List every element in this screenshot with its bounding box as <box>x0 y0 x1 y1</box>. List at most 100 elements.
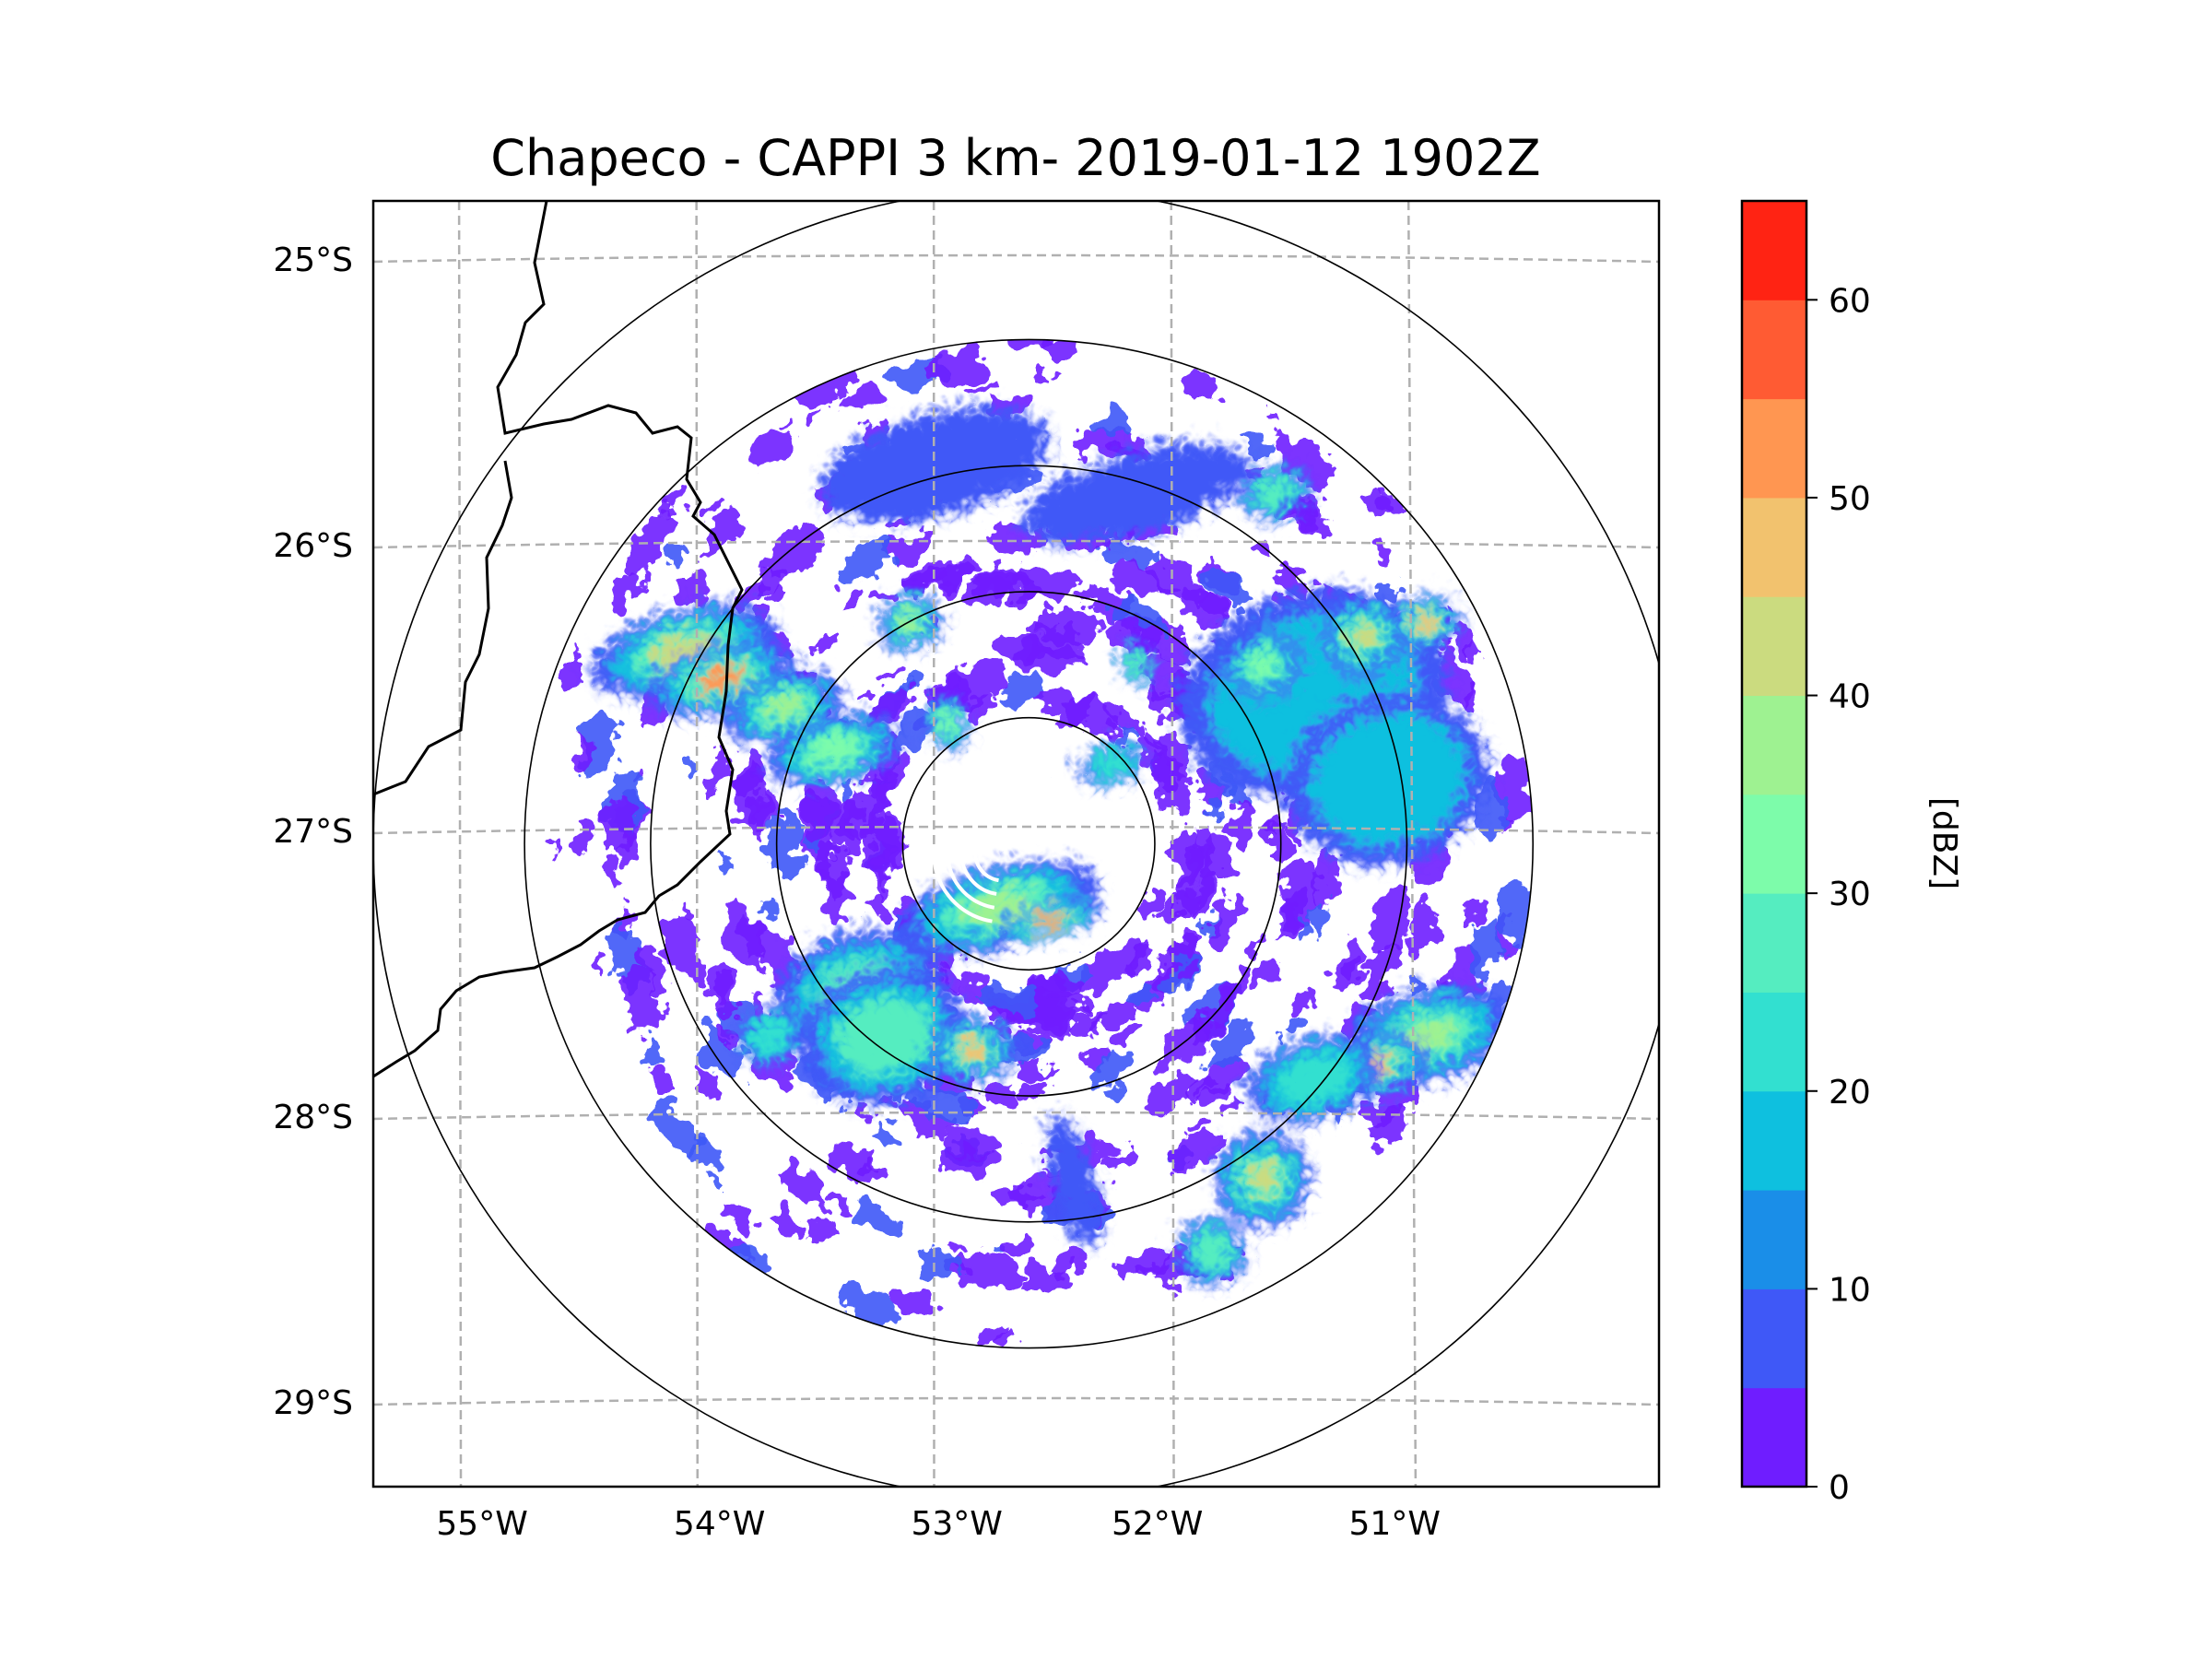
weak-echo-speck <box>664 914 705 985</box>
weak-echo-speck <box>693 1140 721 1170</box>
weak-echo-speck <box>1108 706 1143 737</box>
colorbar-segment <box>1742 893 1806 993</box>
weak-echo-speck <box>735 747 766 802</box>
weak-echo-speck <box>834 1195 855 1211</box>
weak-echo-speck <box>764 893 780 920</box>
weak-echo-speck <box>1284 496 1325 534</box>
weak-echo-speck <box>1144 888 1165 918</box>
weak-echo-speck <box>571 733 592 770</box>
weak-echo-speck <box>1181 959 1199 980</box>
weak-echo-speck <box>1129 945 1156 971</box>
echo-cell <box>1093 750 1116 766</box>
weak-echo-speck <box>1282 907 1297 932</box>
weak-echo-speck <box>603 853 623 892</box>
weak-echo-speck <box>1374 545 1393 566</box>
weak-echo-speck <box>682 756 693 776</box>
lat-tick-label: 27°S <box>273 813 353 851</box>
meridian-line <box>457 201 463 1487</box>
weak-echo-speck <box>947 1251 1018 1288</box>
weak-echo-speck <box>724 898 764 967</box>
weak-echo-speck <box>1112 1028 1139 1047</box>
weak-echo-speck <box>877 667 897 684</box>
meridian-line <box>1406 201 1418 1487</box>
weak-echo-speck <box>865 809 880 838</box>
weak-echo-speck <box>1135 735 1160 765</box>
weak-echo-speck <box>1090 410 1138 436</box>
colorbar-segment <box>1742 695 1806 795</box>
range-ring <box>524 338 1535 1349</box>
lat-tick-label: 28°S <box>273 1099 353 1136</box>
colorbar-segment <box>1742 1190 1806 1289</box>
echo-coverage <box>548 339 1534 1348</box>
echo-cell <box>891 606 914 625</box>
weak-echo-speck <box>1312 851 1340 903</box>
weak-echo-speck <box>1460 684 1477 714</box>
weak-echo-speck <box>1038 367 1059 379</box>
weak-echo-speck <box>1018 1080 1050 1097</box>
weak-echo-speck <box>967 383 995 398</box>
weak-echo-speck <box>1468 638 1481 657</box>
weak-echo-speck <box>937 664 1006 706</box>
weak-echo-speck <box>868 888 888 919</box>
echo-cell <box>849 1006 906 1053</box>
lat-tick-label: 29°S <box>273 1384 353 1422</box>
echo-cells <box>582 399 1503 1278</box>
range-ring <box>650 465 1408 1223</box>
weak-echo-speck <box>1142 729 1165 755</box>
echo-cell <box>1283 1057 1329 1088</box>
weak-echo-speck <box>1368 1066 1418 1127</box>
border-line <box>373 201 744 1078</box>
weak-echo-speck <box>1202 1052 1250 1095</box>
colorbar-tick-label: 40 <box>1829 678 1871 716</box>
weak-echo-speck <box>879 753 911 797</box>
weak-echo-speck <box>726 1242 769 1277</box>
colorbar-frame <box>1740 199 1808 1488</box>
echo-cell <box>1057 1150 1076 1194</box>
weak-echo-speck <box>653 1102 700 1155</box>
weak-echo-speck <box>651 1067 673 1095</box>
weak-echo-speck <box>678 568 711 606</box>
echo-cell <box>888 438 967 478</box>
colorbar-segment <box>1742 794 1806 894</box>
weak-echo-speck <box>707 755 728 794</box>
weak-echo-speck <box>618 968 662 1036</box>
weak-echo-speck <box>1469 916 1502 975</box>
weak-echo-speck <box>1364 491 1393 521</box>
weak-echo-speck <box>1363 945 1396 1000</box>
weak-echo-speck <box>572 817 590 852</box>
weak-echo-speck <box>700 509 746 554</box>
weak-echo-speck <box>1274 436 1336 488</box>
weak-echo-speck <box>1335 935 1369 988</box>
lat-tick-label: 25°S <box>273 241 353 279</box>
weak-echo-speck <box>817 631 839 653</box>
weak-echo-speck <box>1246 935 1263 959</box>
echo-cell <box>1347 743 1416 802</box>
echo-cell <box>1241 646 1269 670</box>
weak-echo-speck <box>677 901 687 920</box>
weak-echo-speck <box>621 517 672 576</box>
lon-tick-label: 55°W <box>436 1505 527 1543</box>
echo-cell <box>805 731 850 757</box>
echo-cell <box>1194 1232 1217 1255</box>
colorbar-segment <box>1742 992 1806 1092</box>
echo-cell <box>1124 651 1135 665</box>
weak-echo-speck <box>1041 1069 1059 1079</box>
weak-echo-speck <box>1291 987 1312 1015</box>
colorbar-tick-label: 0 <box>1829 1469 1850 1507</box>
weak-echo-speck <box>768 808 804 879</box>
weak-echo-speck <box>993 1186 1038 1209</box>
weak-echo-speck <box>1453 624 1475 655</box>
weak-echo-speck <box>1017 1266 1071 1294</box>
weak-echo-speck <box>1285 1013 1307 1041</box>
chart-title: Chapeco - CAPPI 3 km- 2019-01-12 1902Z <box>490 129 1540 187</box>
colorbar-tick-label: 50 <box>1829 480 1871 518</box>
weak-echo-speck <box>693 1064 720 1096</box>
weak-echo-speck <box>1239 432 1274 458</box>
weak-echo-speck <box>821 870 849 920</box>
range-ring <box>901 716 1156 971</box>
weak-echo-speck <box>1095 534 1153 568</box>
colorbar-segment <box>1742 1288 1806 1389</box>
map-plot-area <box>373 201 1659 1487</box>
weak-echo-speck <box>1106 1147 1138 1167</box>
